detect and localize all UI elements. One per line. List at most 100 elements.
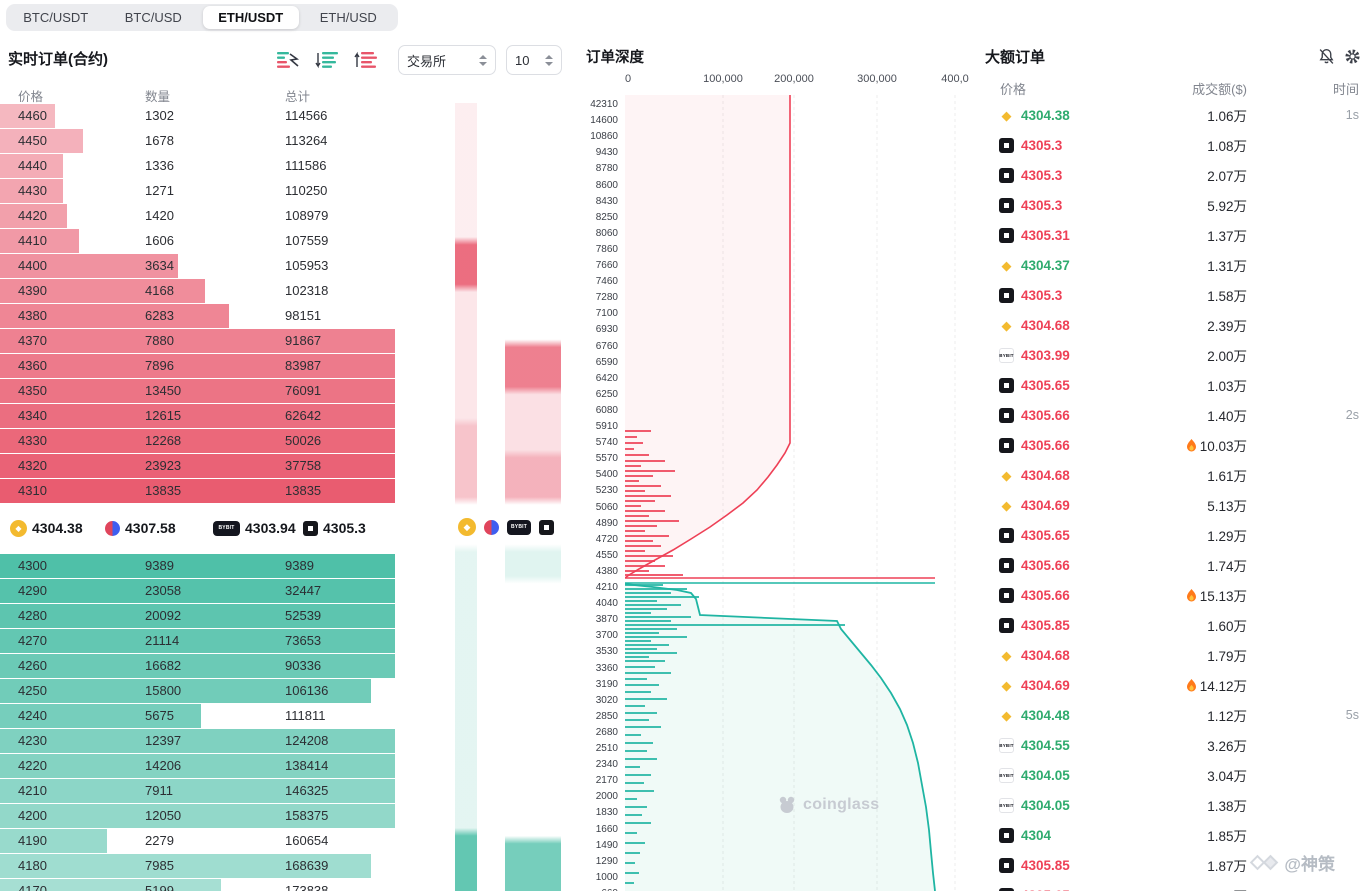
orderbook-row[interactable]: 4320 23923 37758 (0, 453, 395, 478)
order-volume: 2.00万 (1207, 345, 1247, 365)
okx-icon[interactable] (539, 519, 554, 535)
large-order-row[interactable]: 4305.65 1.03万 (985, 370, 1365, 400)
orderbook-mode-combined-icon[interactable] (276, 51, 300, 69)
orderbook-row[interactable]: 4200 12050 158375 (0, 803, 395, 828)
orderbook-row[interactable]: 4400 3634 105953 (0, 253, 395, 278)
large-order-row[interactable]: 4305.66 1.74万 (985, 550, 1365, 580)
symbol-tab[interactable]: ETH/USD (301, 6, 397, 29)
order-volume: 1.87万 (1207, 855, 1247, 875)
orderbook-row[interactable]: 4270 21114 73653 (0, 628, 395, 653)
orderbook-row[interactable]: 4190 2279 160654 (0, 828, 395, 853)
orderbook-row[interactable]: 4390 4168 102318 (0, 278, 395, 303)
bybit-icon[interactable] (507, 519, 531, 535)
orderbook-row[interactable]: 4340 12615 62642 (0, 403, 395, 428)
large-order-row[interactable]: 4304.68 1.79万 (985, 640, 1365, 670)
orderbook-row[interactable]: 4430 1271 110250 (0, 178, 395, 203)
row-total: 146325 (285, 783, 329, 798)
large-order-row[interactable]: 4305.65 1.29万 (985, 520, 1365, 550)
orderbook-row[interactable]: 4440 1336 111586 (0, 153, 395, 178)
large-order-row[interactable]: 4304.37 1.31万 (985, 250, 1365, 280)
large-order-row[interactable]: 4304.48 1.12万 5s (985, 700, 1365, 730)
row-total: 90336 (285, 658, 322, 673)
large-order-row[interactable]: 4305.66 15.13万 (985, 580, 1365, 610)
symbol-tab[interactable]: ETH/USDT (203, 6, 299, 29)
order-price: 4305.3 (1021, 197, 1063, 213)
orderbook-row[interactable]: 4380 6283 98151 (0, 303, 395, 328)
depth-y-tick: 4040 (595, 598, 618, 610)
large-order-row[interactable]: 4304.68 1.61万 (985, 460, 1365, 490)
depth-y-tick: 4720 (595, 533, 618, 545)
row-amount: 23923 (145, 458, 182, 473)
large-order-row[interactable]: 4303.99 2.00万 (985, 340, 1365, 370)
orderbook-mode-buys-icon[interactable] (315, 51, 339, 69)
settings-gear-icon[interactable] (1344, 48, 1361, 70)
large-order-row[interactable]: 4305.3 1.58万 (985, 280, 1365, 310)
order-price: 4304.38 (1021, 107, 1070, 123)
large-order-row[interactable]: 4304.69 5.13万 (985, 490, 1365, 520)
orderbook-row[interactable]: 4420 1420 108979 (0, 203, 395, 228)
large-order-row[interactable]: 4304.69 14.12万 (985, 670, 1365, 700)
binance-icon[interactable] (458, 518, 476, 536)
orderbook-row[interactable]: 4240 5675 111811 (0, 703, 395, 728)
okx-icon (999, 227, 1014, 243)
orderbook-row[interactable]: 4170 5199 173838 (0, 878, 395, 891)
symbol-tab[interactable]: BTC/USDT (8, 6, 104, 29)
orderbook-row[interactable]: 4180 7985 168639 (0, 853, 395, 878)
symbol-tab[interactable]: BTC/USD (106, 6, 202, 29)
orderbook-row[interactable]: 4290 23058 32447 (0, 578, 395, 603)
order-price: 4304.48 (1021, 707, 1070, 723)
orderbook-row[interactable]: 4230 12397 124208 (0, 728, 395, 753)
large-order-row[interactable]: 4305.31 1.37万 (985, 220, 1365, 250)
large-order-row[interactable]: 4305.65 1.44万 (985, 880, 1365, 891)
orderbook-row[interactable]: 4460 1302 114566 (0, 103, 395, 128)
row-total: 83987 (285, 358, 322, 373)
exchange-select[interactable]: 交易所 (398, 45, 496, 75)
exchange-mid-price[interactable]: 4303.94 (213, 520, 303, 536)
large-order-row[interactable]: 4304 1.85万 (985, 820, 1365, 850)
row-amount: 14206 (145, 758, 182, 773)
orderbook-row[interactable]: 4210 7911 146325 (0, 778, 395, 803)
large-order-row[interactable]: 4305.3 1.08万 (985, 130, 1365, 160)
exchange-mid-price[interactable]: 4304.38 (10, 519, 105, 537)
large-order-row[interactable]: 4305.85 1.60万 (985, 610, 1365, 640)
orderbook-row[interactable]: 4280 20092 52539 (0, 603, 395, 628)
orderbook-row[interactable]: 4350 13450 76091 (0, 378, 395, 403)
orderbook-row[interactable]: 4250 15800 106136 (0, 678, 395, 703)
large-order-row[interactable]: 4305.66 1.40万 2s (985, 400, 1365, 430)
okx-icon (999, 617, 1014, 633)
large-order-row[interactable]: 4305.3 5.92万 (985, 190, 1365, 220)
large-order-row[interactable]: 4304.68 2.39万 (985, 310, 1365, 340)
notifications-muted-icon[interactable] (1318, 48, 1335, 70)
orderbook-row[interactable]: 4450 1678 113264 (0, 128, 395, 153)
gate-icon[interactable] (484, 519, 499, 535)
depth-bar (0, 753, 395, 778)
large-order-row[interactable]: 4304.05 3.04万 (985, 760, 1365, 790)
depth-y-tick: 5910 (595, 421, 618, 432)
rows-count-stepper[interactable]: 10 (506, 45, 562, 75)
orderbook-row[interactable]: 4310 13835 13835 (0, 478, 395, 503)
orderbook-row[interactable]: 4220 14206 138414 (0, 753, 395, 778)
orderbook-row[interactable]: 4330 12268 50026 (0, 428, 395, 453)
exchange-mid-price[interactable]: 4307.58 (105, 520, 213, 536)
orderbook-row[interactable]: 4360 7896 83987 (0, 353, 395, 378)
large-order-row[interactable]: 4305.66 10.03万 (985, 430, 1365, 460)
orderbook-row[interactable]: 4410 1606 107559 (0, 228, 395, 253)
large-order-row[interactable]: 4304.55 3.26万 (985, 730, 1365, 760)
order-price: 4305.3 (1021, 287, 1063, 303)
large-order-row[interactable]: 4304.05 1.38万 (985, 790, 1365, 820)
exchange-mid-price[interactable]: 4305.3 (303, 520, 366, 536)
orderbook-row[interactable]: 4300 9389 9389 (0, 553, 395, 578)
orderbook-row[interactable]: 4370 7880 91867 (0, 328, 395, 353)
depth-y-tick: 4380 (595, 565, 618, 577)
order-price: 4304.69 (1021, 497, 1070, 513)
depth-bar (0, 678, 372, 703)
orderbook-mode-sells-icon[interactable] (354, 51, 378, 69)
large-order-row[interactable]: 4305.85 1.87万 (985, 850, 1365, 880)
depth-y-tick: 2850 (595, 710, 618, 722)
order-volume-value: 2.07万 (1207, 169, 1247, 184)
large-order-row[interactable]: 4305.3 2.07万 (985, 160, 1365, 190)
rows-count-value: 10 (515, 52, 530, 68)
large-order-row[interactable]: 4304.38 1.06万 1s (985, 100, 1365, 130)
orderbook-row[interactable]: 4260 16682 90336 (0, 653, 395, 678)
order-volume-value: 3.26万 (1207, 739, 1247, 754)
